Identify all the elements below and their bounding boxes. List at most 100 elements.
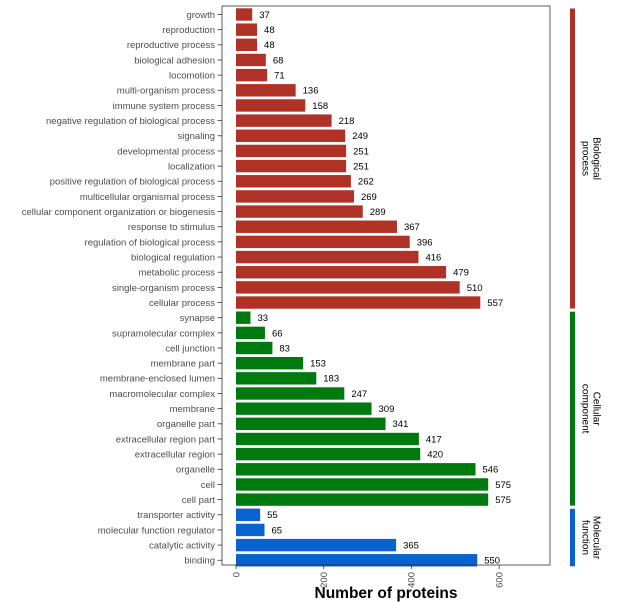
value-label: 65 (272, 525, 283, 536)
category-label: positive regulation of biological proces… (50, 177, 216, 188)
value-label: 83 (279, 343, 290, 354)
category-label: negative regulation of biological proces… (46, 116, 215, 127)
value-label: 68 (273, 55, 284, 66)
value-label: 396 (417, 237, 433, 248)
value-label: 66 (272, 328, 283, 339)
value-label: 33 (257, 313, 268, 324)
x-tick-label: 600 (494, 572, 505, 588)
category-label: biological regulation (131, 252, 215, 263)
value-label: 218 (339, 116, 355, 127)
category-label: localization (168, 162, 215, 173)
value-label: 269 (361, 192, 377, 203)
category-label: multi-organism process (117, 86, 215, 97)
value-label: 575 (495, 480, 511, 491)
value-label: 48 (264, 25, 275, 36)
value-label: 249 (352, 131, 368, 142)
category-label: synapse (180, 313, 215, 324)
category-label: multicellular organismal process (80, 192, 215, 203)
bars-layer (236, 8, 489, 567)
value-label: 550 (484, 556, 500, 567)
category-label: membrane part (151, 359, 216, 370)
value-label: 341 (393, 419, 409, 430)
category-label: single-organism process (112, 283, 215, 294)
value-label: 479 (453, 268, 469, 279)
category-label: developmental process (117, 146, 215, 157)
category-labels: growth reproduction reproductive process bi… (22, 10, 222, 567)
value-label: 158 (312, 101, 328, 112)
bar (236, 508, 261, 521)
value-label: 247 (351, 389, 367, 400)
group-label-line: function (580, 520, 591, 555)
bar (236, 447, 421, 461)
value-label: 365 (403, 541, 419, 552)
bar (236, 190, 354, 203)
bar (236, 114, 332, 127)
value-label: 557 (487, 298, 503, 309)
bar (236, 38, 258, 52)
value-label: 55 (267, 510, 278, 521)
group-label-line: process (580, 141, 591, 176)
bar (236, 417, 386, 431)
bar (236, 23, 258, 36)
bar (236, 296, 481, 309)
bar (236, 538, 397, 552)
category-label: cell (201, 480, 215, 491)
bar (236, 554, 478, 567)
category-label: catalytic activity (149, 541, 215, 552)
value-label: 420 (427, 450, 443, 461)
value-label: 417 (426, 434, 442, 445)
value-label: 289 (370, 207, 386, 218)
value-label: 367 (404, 222, 420, 233)
bar (236, 250, 419, 264)
bar (236, 281, 460, 294)
category-label: reproduction (162, 25, 215, 36)
group-strip (570, 508, 575, 567)
bar (236, 220, 397, 233)
x-axis-title: Number of proteins (315, 585, 458, 602)
bar (236, 53, 266, 67)
category-label: regulation of biological process (85, 237, 216, 248)
category-label: reproductive process (127, 40, 215, 51)
category-label: supramolecular complex (112, 328, 215, 339)
value-label: 37 (259, 10, 270, 21)
x-axis: 0 200 400 600 (231, 565, 505, 588)
category-label: locomotion (169, 71, 215, 82)
category-label: signaling (178, 131, 216, 142)
bar (236, 478, 489, 491)
category-label: cellular component organization or bioge… (22, 207, 216, 218)
group-label-line: Cellular (591, 392, 602, 427)
bar (236, 387, 345, 400)
value-label: 153 (310, 359, 326, 370)
category-label: immune system process (113, 101, 216, 112)
value-label: 183 (323, 374, 339, 385)
value-label: 546 (482, 465, 498, 476)
bar (236, 235, 410, 249)
group-label: Molecularfunction (580, 516, 602, 560)
category-label: cell junction (165, 343, 215, 354)
category-label: growth (186, 10, 215, 21)
bar (236, 463, 476, 476)
value-label: 262 (358, 177, 374, 188)
x-tick-label: 200 (319, 572, 330, 588)
bar (236, 356, 304, 370)
x-tick-label: 400 (407, 572, 418, 588)
plot-panel-border (221, 5, 551, 566)
x-tick-label: 0 (231, 572, 242, 577)
bar (236, 84, 296, 97)
group-label-line: Biological (591, 137, 602, 180)
group-strip (570, 8, 575, 309)
group-label: Biologicalprocess (580, 137, 602, 180)
group-label-line: Molecular (591, 516, 602, 560)
bar (236, 99, 306, 112)
value-labels: 37 48 48 68 71 136 158 218 249 251 251 262 269 289 367… (257, 10, 511, 567)
value-label: 48 (264, 40, 275, 51)
category-label: membrane (170, 404, 215, 415)
bar (236, 144, 347, 158)
bar (236, 68, 268, 82)
category-label: membrane-enclosed lumen (100, 374, 215, 385)
bar (236, 266, 447, 279)
category-label: cell part (182, 495, 216, 506)
category-label: organelle (176, 465, 215, 476)
value-label: 71 (274, 71, 285, 82)
category-label: extracellular region (135, 450, 215, 461)
